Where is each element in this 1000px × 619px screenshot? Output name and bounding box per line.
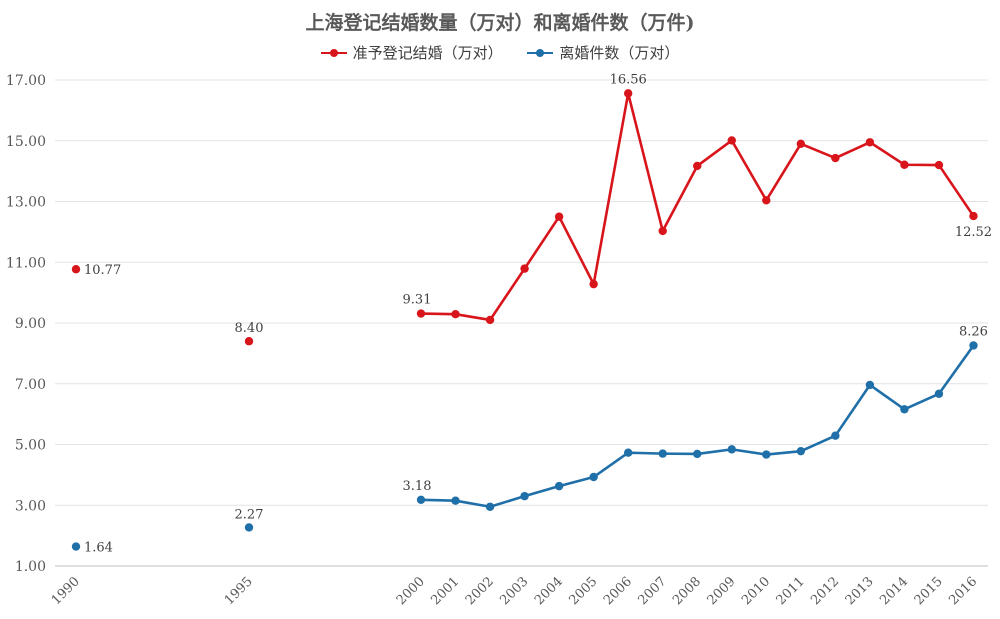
data-point-marriages [244, 337, 254, 346]
x-tick-label: 2016 [946, 574, 980, 608]
series-line-marriages [420, 92, 975, 322]
data-point-divorces [900, 405, 909, 414]
y-tick-label: 9.00 [15, 316, 46, 332]
x-tick-label: 2014 [877, 574, 911, 608]
x-tick-label: 2008 [670, 574, 704, 608]
data-point-divorces [969, 341, 978, 350]
x-tick-label: 2003 [497, 574, 531, 608]
data-point-marriages [485, 315, 495, 325]
data-point-divorces [693, 449, 702, 459]
y-tick-label: 7.00 [15, 377, 46, 393]
data-point-divorces [485, 502, 495, 511]
x-tick-label: 2007 [636, 574, 670, 608]
legend-label-divorces: 离婚件数（万对） [559, 44, 680, 62]
x-tick-label: 2006 [601, 574, 635, 608]
x-tick-label: 2011 [774, 574, 808, 608]
data-point-marriages [762, 196, 771, 205]
y-tick-label: 5.00 [15, 438, 46, 454]
data-point-divorces [934, 389, 944, 398]
legend-item-marriages: 准予登记结婚（万对） [320, 42, 503, 63]
x-tick-label: 1990 [49, 574, 83, 608]
data-label-marriages: 9.31 [403, 293, 432, 308]
x-tick-label: 2005 [566, 574, 600, 608]
data-label-marriages: 16.56 [610, 72, 647, 87]
data-label-divorces: 3.18 [403, 479, 432, 494]
data-label-divorces: 8.26 [959, 324, 988, 339]
x-tick-label: 2004 [532, 574, 566, 608]
data-point-marriages [451, 309, 460, 319]
data-point-divorces [244, 523, 254, 532]
y-tick-label: 1.00 [15, 559, 46, 575]
data-label-marriages: 10.77 [84, 263, 121, 278]
data-point-divorces [762, 450, 771, 459]
x-tick-label: 1995 [222, 574, 256, 608]
y-tick-label: 13.00 [6, 195, 46, 211]
x-tick-label: 2010 [739, 574, 773, 608]
data-point-divorces [865, 380, 875, 390]
y-tick-label: 3.00 [15, 498, 46, 514]
data-label-marriages: 12.52 [955, 225, 992, 240]
data-point-marriages [71, 265, 81, 274]
data-point-marriages [900, 160, 909, 169]
x-tick-label: 2013 [843, 574, 877, 608]
data-point-divorces [623, 448, 633, 457]
x-tick-label: 2002 [463, 574, 497, 608]
data-point-marriages [554, 212, 564, 221]
x-tick-label: 2015 [912, 574, 946, 608]
legend-item-divorces: 离婚件数（万对） [527, 42, 679, 63]
legend: 准予登记结婚（万对） 离婚件数（万对） [0, 42, 1000, 63]
data-point-marriages [934, 160, 944, 170]
data-point-marriages [416, 309, 426, 318]
data-point-marriages [969, 211, 978, 221]
data-point-divorces [520, 491, 529, 501]
data-point-divorces [796, 446, 806, 456]
data-point-marriages [865, 138, 875, 147]
chart-title: 上海登记结婚数量（万对）和离婚件数（万件) [305, 12, 695, 34]
data-point-marriages [520, 264, 529, 273]
y-tick-label: 11.00 [6, 255, 46, 271]
legend-swatch-marriages [320, 47, 347, 59]
data-point-marriages [727, 136, 736, 145]
data-point-divorces [727, 445, 736, 454]
y-tick-label: 15.00 [6, 134, 46, 150]
legend-label-marriages: 准予登记结婚（万对） [352, 44, 503, 62]
y-tick-label: 17.00 [6, 73, 46, 89]
legend-swatch-divorces [527, 47, 554, 59]
data-point-divorces [658, 449, 667, 458]
data-point-divorces [451, 496, 460, 505]
data-point-divorces [71, 542, 81, 551]
data-point-marriages [658, 226, 667, 236]
data-point-divorces [416, 495, 426, 504]
data-point-divorces [554, 481, 564, 491]
data-label-marriages: 8.40 [235, 321, 264, 336]
data-point-marriages [589, 279, 598, 289]
data-point-marriages [693, 161, 702, 171]
x-tick-label: 2012 [808, 574, 842, 608]
data-point-divorces [831, 431, 840, 440]
data-label-divorces: 1.64 [84, 541, 113, 556]
x-tick-label: 2000 [394, 574, 428, 608]
data-point-divorces [589, 472, 598, 482]
data-point-marriages [623, 89, 633, 98]
data-point-marriages [796, 139, 806, 148]
data-point-marriages [831, 153, 840, 163]
data-label-divorces: 2.27 [235, 507, 264, 522]
series-line-divorces [420, 344, 975, 509]
x-tick-label: 2001 [428, 574, 462, 608]
x-tick-label: 2009 [705, 574, 739, 608]
